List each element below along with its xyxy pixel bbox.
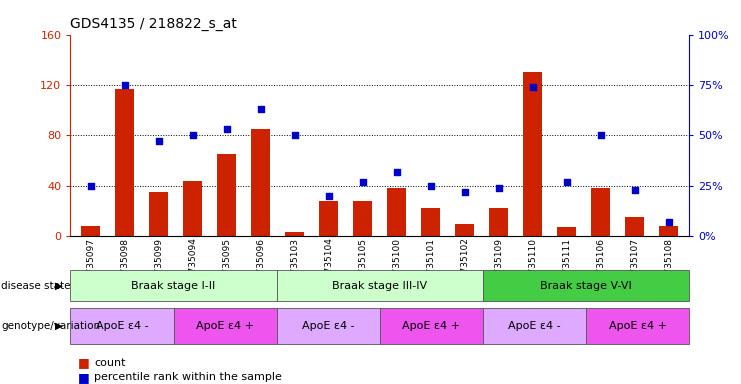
Text: GDS4135 / 218822_s_at: GDS4135 / 218822_s_at	[70, 17, 237, 31]
Bar	[353, 201, 372, 236]
Bar	[456, 223, 474, 236]
Bar	[422, 209, 440, 236]
Text: ApoE ε4 -: ApoE ε4 -	[508, 321, 561, 331]
Bar	[659, 226, 678, 236]
Bar	[82, 226, 100, 236]
Point	[459, 189, 471, 195]
Text: ApoE ε4 +: ApoE ε4 +	[608, 321, 667, 331]
Text: count: count	[94, 358, 126, 368]
Text: ApoE ε4 -: ApoE ε4 -	[302, 321, 354, 331]
Text: genotype/variation: genotype/variation	[1, 321, 101, 331]
Text: Braak stage V-VI: Braak stage V-VI	[540, 280, 632, 291]
Text: ApoE ε4 +: ApoE ε4 +	[196, 321, 254, 331]
Point	[595, 132, 607, 139]
Bar	[150, 192, 168, 236]
Point	[323, 193, 335, 199]
Text: ■: ■	[78, 371, 90, 384]
Text: ▶: ▶	[55, 280, 63, 291]
Bar	[591, 188, 610, 236]
Bar	[217, 154, 236, 236]
Text: ApoE ε4 -: ApoE ε4 -	[96, 321, 148, 331]
Point	[561, 179, 573, 185]
Bar	[116, 89, 134, 236]
Point	[391, 169, 402, 175]
Text: disease state: disease state	[1, 280, 71, 291]
Point	[255, 106, 267, 112]
Point	[153, 138, 165, 144]
Point	[119, 82, 130, 88]
Text: ApoE ε4 +: ApoE ε4 +	[402, 321, 460, 331]
Point	[85, 183, 97, 189]
Bar	[489, 209, 508, 236]
Point	[629, 187, 641, 193]
Point	[425, 183, 436, 189]
Text: ■: ■	[78, 356, 90, 369]
Point	[493, 185, 505, 191]
Bar	[251, 129, 270, 236]
Point	[357, 179, 369, 185]
Text: Braak stage I-II: Braak stage I-II	[131, 280, 216, 291]
Bar	[625, 217, 644, 236]
Point	[662, 219, 674, 225]
Point	[527, 84, 539, 90]
Bar	[523, 72, 542, 236]
Bar	[319, 201, 338, 236]
Bar	[557, 227, 576, 236]
Text: ▶: ▶	[55, 321, 63, 331]
Point	[289, 132, 301, 139]
Point	[221, 126, 233, 132]
Bar	[285, 232, 304, 236]
Bar	[184, 181, 202, 236]
Bar	[388, 188, 406, 236]
Point	[187, 132, 199, 139]
Text: Braak stage III-IV: Braak stage III-IV	[332, 280, 428, 291]
Text: percentile rank within the sample: percentile rank within the sample	[94, 372, 282, 382]
